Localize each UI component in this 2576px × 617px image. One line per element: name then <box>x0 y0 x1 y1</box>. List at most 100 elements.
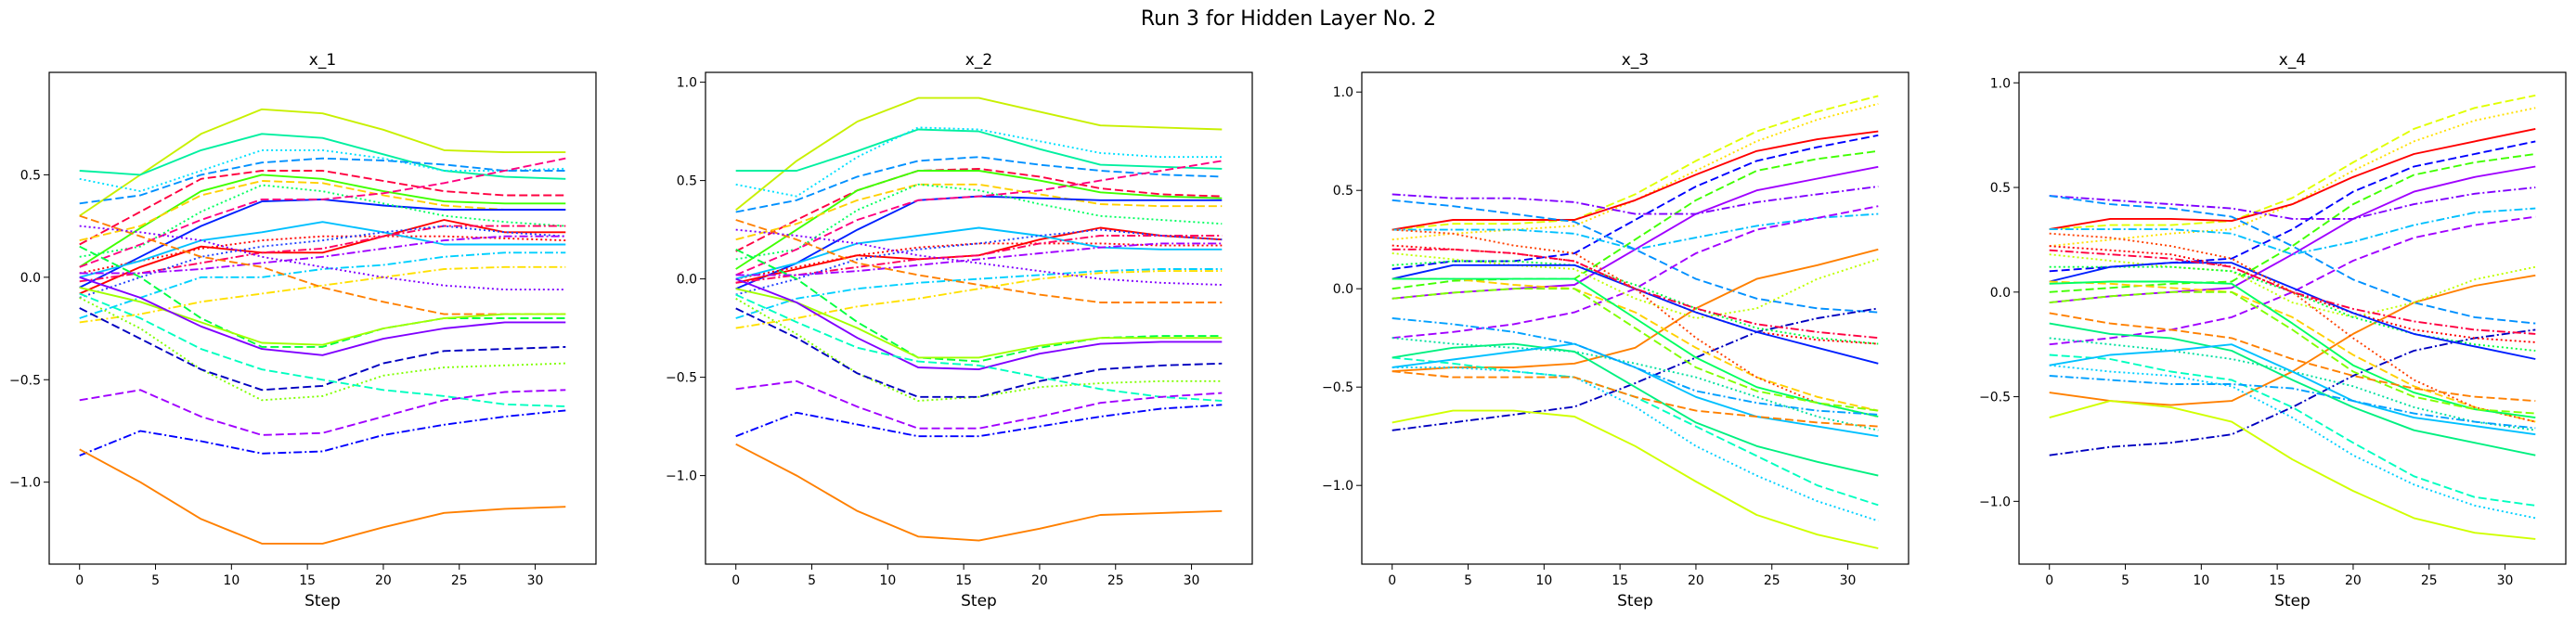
y-tick-label: 0.5 <box>1333 184 1353 199</box>
axes-frame <box>705 71 1253 565</box>
series-line-14 <box>735 160 1223 276</box>
series-line-15 <box>79 225 566 299</box>
x-tick-label: 5 <box>1464 573 1472 588</box>
series-line-20 <box>1392 277 1879 418</box>
series-line-13 <box>2049 328 2536 456</box>
series-line-28 <box>1392 370 1879 428</box>
series-line-3 <box>1392 130 1879 231</box>
series-line-29 <box>2049 375 2536 430</box>
subplot-1: 0 5 10 15 20 25 30 −1.0 −0.5 0.0 0.5 x_1 Step <box>9 51 597 611</box>
series-line-1 <box>79 108 566 217</box>
x-tick-label: 10 <box>1535 573 1552 588</box>
series-group <box>735 96 1223 542</box>
x-tick-label: 10 <box>879 573 896 588</box>
y-tick-label: −1.0 <box>9 476 41 491</box>
x-tick-label: 20 <box>2345 573 2362 588</box>
subplot-4: 0 5 10 15 20 25 30 −1.0 −0.5 0.0 0.5 1.0 x_4 Step <box>1979 51 2567 611</box>
series-line-22 <box>735 288 1223 359</box>
series-line-15 <box>2049 245 2536 343</box>
series-line-22 <box>1392 337 1879 431</box>
series-line-29 <box>735 443 1223 542</box>
x-tick-label: 10 <box>223 573 239 588</box>
series-line-3 <box>79 148 566 193</box>
y-tick-label: 0.0 <box>677 273 697 288</box>
series-line-17 <box>2049 249 2536 335</box>
x-tick-label: 20 <box>1031 573 1048 588</box>
series-line-11 <box>79 235 566 275</box>
series-line-17 <box>735 242 1223 276</box>
y-tick-label: 0.5 <box>1990 181 2011 196</box>
x-tick-label: 0 <box>1388 573 1396 588</box>
series-line-18 <box>1392 277 1879 412</box>
x-tick-label: 20 <box>375 573 392 588</box>
series-line-28 <box>79 409 566 456</box>
axes-frame <box>1361 71 1909 565</box>
series-line-10 <box>2049 215 2536 346</box>
series-line-13 <box>1392 307 1879 431</box>
y-tick-label: −0.5 <box>666 371 697 386</box>
series-line-22 <box>79 286 566 346</box>
series-line-26 <box>79 292 566 407</box>
series-line-5 <box>1392 149 1879 290</box>
y-tick-label: −1.0 <box>666 469 697 484</box>
x-tick-label: 5 <box>151 573 160 588</box>
series-line-18 <box>2049 280 2536 423</box>
x-axis-label: Step <box>961 592 997 611</box>
y-tick-label: −0.5 <box>1322 380 1353 395</box>
series-line-2 <box>735 128 1223 172</box>
y-tick-label: −0.5 <box>9 373 41 388</box>
series-line-20 <box>2049 280 2536 419</box>
series-line-25 <box>735 307 1223 398</box>
series-line-12 <box>79 221 566 278</box>
series-line-23 <box>735 277 1223 371</box>
series-line-4 <box>735 156 1223 213</box>
y-tick-label: −0.5 <box>1979 391 2011 405</box>
subplot-3: 0 5 10 15 20 25 30 −1.0 −0.5 0.0 0.5 1.0 x_3 Step <box>1322 51 1909 611</box>
series-line-12 <box>2049 253 2536 318</box>
series-line-25 <box>79 307 566 392</box>
subplot-title: x_3 <box>1622 51 1649 70</box>
y-tick-label: 1.0 <box>1333 85 1353 100</box>
subplot-title: x_1 <box>309 51 336 70</box>
series-line-27 <box>735 379 1223 430</box>
x-tick-label: 25 <box>451 573 468 588</box>
y-tick-label: 0.5 <box>20 168 41 183</box>
series-line-29 <box>1392 317 1879 416</box>
series-line-20 <box>735 228 1223 286</box>
series-line-14 <box>1392 260 1879 345</box>
series-line-4 <box>1392 134 1879 270</box>
x-tick-label: 25 <box>1764 573 1780 588</box>
x-tick-label: 5 <box>2121 573 2129 588</box>
subplot-2: 0 5 10 15 20 25 30 −1.0 −0.5 0.0 0.5 1.0 x_2 Step <box>666 51 1253 611</box>
x-tick-label: 5 <box>808 573 816 588</box>
x-tick-label: 25 <box>2421 573 2438 588</box>
x-tick-label: 10 <box>2193 573 2209 588</box>
series-line-27 <box>2049 400 2536 540</box>
series-group <box>2049 94 2536 540</box>
series-line-2 <box>79 133 566 180</box>
y-tick-label: 0.0 <box>1990 286 2011 301</box>
series-line-6 <box>1392 165 1879 300</box>
x-tick-label: 20 <box>1688 573 1704 588</box>
series-line-8 <box>1392 212 1879 251</box>
series-line-26 <box>735 293 1223 402</box>
y-tick-label: −1.0 <box>1979 495 2011 509</box>
series-line-9 <box>79 219 566 295</box>
series-line-7 <box>2049 186 2536 220</box>
series-line-19 <box>735 219 1223 303</box>
series-line-28 <box>2049 312 2536 403</box>
series-line-26 <box>2049 343 2536 436</box>
series-line-16 <box>735 268 1223 319</box>
series-line-2 <box>2049 107 2536 248</box>
y-tick-label: −1.0 <box>1322 479 1353 494</box>
subplot-title: x_4 <box>2279 51 2306 70</box>
x-tick-label: 25 <box>1107 573 1124 588</box>
x-tick-label: 30 <box>1184 573 1200 588</box>
axes-frame <box>2018 71 2567 565</box>
series-line-5 <box>79 170 566 246</box>
x-tick-label: 0 <box>75 573 84 588</box>
series-line-22 <box>2049 337 2536 431</box>
series-line-7 <box>79 180 566 242</box>
series-line-3 <box>2049 127 2536 231</box>
